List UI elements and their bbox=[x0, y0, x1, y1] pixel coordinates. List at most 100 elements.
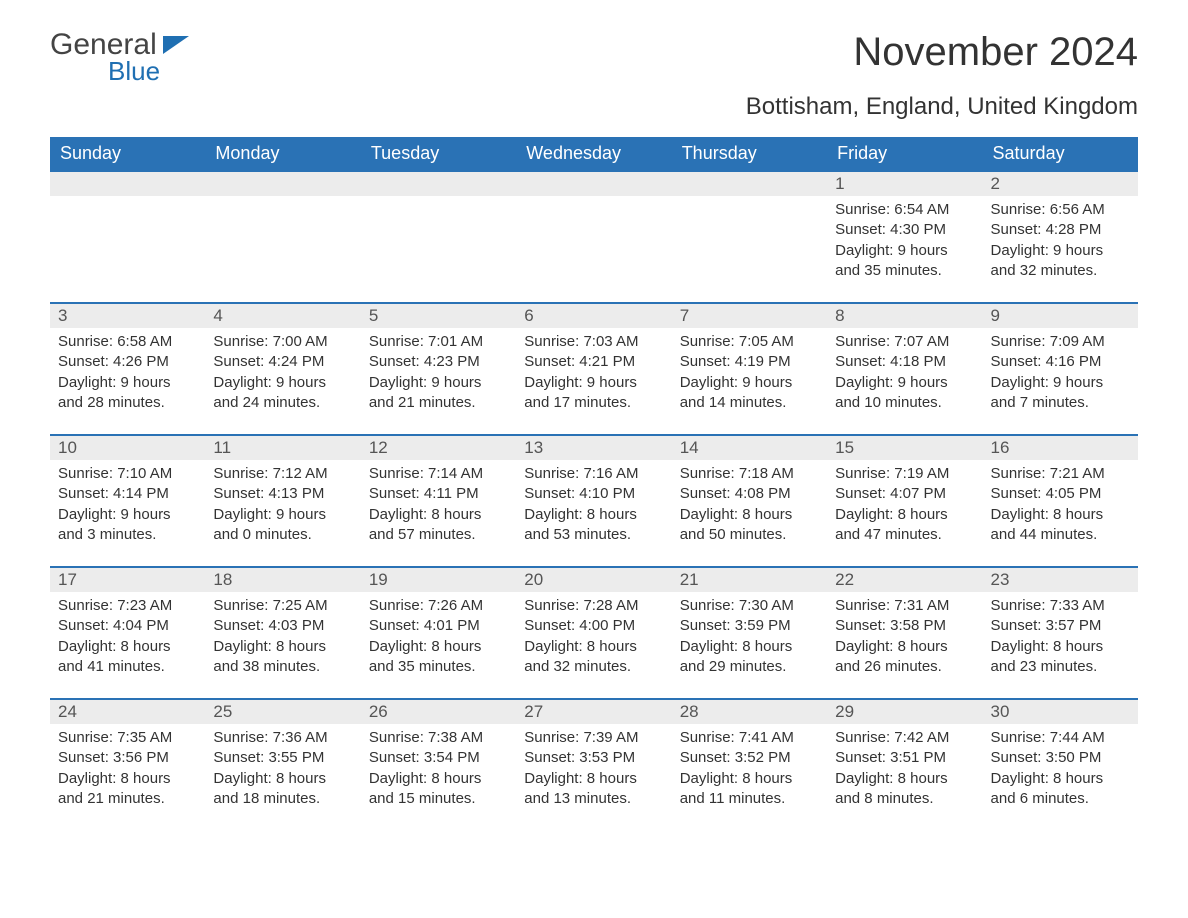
daylight-text: Daylight: 9 hours and 3 minutes. bbox=[58, 505, 197, 546]
daylight-text: Daylight: 8 hours and 38 minutes. bbox=[213, 637, 352, 678]
day-body: Sunrise: 6:58 AMSunset: 4:26 PMDaylight:… bbox=[50, 328, 205, 421]
daylight-text: Daylight: 8 hours and 6 minutes. bbox=[991, 769, 1130, 810]
day-cell: 7Sunrise: 7:05 AMSunset: 4:19 PMDaylight… bbox=[672, 304, 827, 434]
day-body: Sunrise: 7:18 AMSunset: 4:08 PMDaylight:… bbox=[672, 460, 827, 553]
weeks-container: 1Sunrise: 6:54 AMSunset: 4:30 PMDaylight… bbox=[50, 170, 1138, 830]
day-cell bbox=[50, 172, 205, 302]
daylight-text: Daylight: 8 hours and 53 minutes. bbox=[524, 505, 663, 546]
day-body: Sunrise: 7:14 AMSunset: 4:11 PMDaylight:… bbox=[361, 460, 516, 553]
sunrise-text: Sunrise: 7:23 AM bbox=[58, 596, 197, 616]
day-cell: 23Sunrise: 7:33 AMSunset: 3:57 PMDayligh… bbox=[983, 568, 1138, 698]
day-number: 22 bbox=[827, 568, 982, 592]
daylight-text: Daylight: 9 hours and 17 minutes. bbox=[524, 373, 663, 414]
daylight-text: Daylight: 8 hours and 18 minutes. bbox=[213, 769, 352, 810]
day-number: 25 bbox=[205, 700, 360, 724]
daylight-text: Daylight: 9 hours and 32 minutes. bbox=[991, 241, 1130, 282]
sunrise-text: Sunrise: 7:03 AM bbox=[524, 332, 663, 352]
day-body bbox=[516, 196, 671, 208]
daylight-text: Daylight: 8 hours and 21 minutes. bbox=[58, 769, 197, 810]
dow-header-row: Sunday Monday Tuesday Wednesday Thursday… bbox=[50, 137, 1138, 170]
day-number: 17 bbox=[50, 568, 205, 592]
sunrise-text: Sunrise: 7:38 AM bbox=[369, 728, 508, 748]
daylight-text: Daylight: 8 hours and 57 minutes. bbox=[369, 505, 508, 546]
day-number bbox=[672, 172, 827, 196]
day-cell: 6Sunrise: 7:03 AMSunset: 4:21 PMDaylight… bbox=[516, 304, 671, 434]
header: General Blue November 2024 Bottisham, En… bbox=[50, 30, 1138, 131]
day-cell bbox=[205, 172, 360, 302]
day-cell: 11Sunrise: 7:12 AMSunset: 4:13 PMDayligh… bbox=[205, 436, 360, 566]
day-cell: 17Sunrise: 7:23 AMSunset: 4:04 PMDayligh… bbox=[50, 568, 205, 698]
sunrise-text: Sunrise: 7:21 AM bbox=[991, 464, 1130, 484]
sunset-text: Sunset: 3:55 PM bbox=[213, 748, 352, 768]
sunrise-text: Sunrise: 7:35 AM bbox=[58, 728, 197, 748]
day-cell: 2Sunrise: 6:56 AMSunset: 4:28 PMDaylight… bbox=[983, 172, 1138, 302]
daylight-text: Daylight: 8 hours and 35 minutes. bbox=[369, 637, 508, 678]
day-body: Sunrise: 7:42 AMSunset: 3:51 PMDaylight:… bbox=[827, 724, 982, 817]
day-number: 3 bbox=[50, 304, 205, 328]
day-cell: 5Sunrise: 7:01 AMSunset: 4:23 PMDaylight… bbox=[361, 304, 516, 434]
day-body bbox=[361, 196, 516, 208]
day-body: Sunrise: 7:25 AMSunset: 4:03 PMDaylight:… bbox=[205, 592, 360, 685]
day-cell: 15Sunrise: 7:19 AMSunset: 4:07 PMDayligh… bbox=[827, 436, 982, 566]
sunset-text: Sunset: 4:30 PM bbox=[835, 220, 974, 240]
title-block: November 2024 Bottisham, England, United… bbox=[746, 30, 1138, 131]
day-body: Sunrise: 7:01 AMSunset: 4:23 PMDaylight:… bbox=[361, 328, 516, 421]
dow-monday: Monday bbox=[205, 137, 360, 170]
daylight-text: Daylight: 8 hours and 50 minutes. bbox=[680, 505, 819, 546]
day-cell: 3Sunrise: 6:58 AMSunset: 4:26 PMDaylight… bbox=[50, 304, 205, 434]
sunrise-text: Sunrise: 7:25 AM bbox=[213, 596, 352, 616]
daylight-text: Daylight: 9 hours and 7 minutes. bbox=[991, 373, 1130, 414]
daylight-text: Daylight: 8 hours and 32 minutes. bbox=[524, 637, 663, 678]
daylight-text: Daylight: 8 hours and 13 minutes. bbox=[524, 769, 663, 810]
sunrise-text: Sunrise: 7:14 AM bbox=[369, 464, 508, 484]
day-body: Sunrise: 7:21 AMSunset: 4:05 PMDaylight:… bbox=[983, 460, 1138, 553]
sunset-text: Sunset: 4:13 PM bbox=[213, 484, 352, 504]
day-number: 5 bbox=[361, 304, 516, 328]
day-body: Sunrise: 7:36 AMSunset: 3:55 PMDaylight:… bbox=[205, 724, 360, 817]
day-body: Sunrise: 7:19 AMSunset: 4:07 PMDaylight:… bbox=[827, 460, 982, 553]
day-cell: 18Sunrise: 7:25 AMSunset: 4:03 PMDayligh… bbox=[205, 568, 360, 698]
sunrise-text: Sunrise: 7:12 AM bbox=[213, 464, 352, 484]
day-cell: 10Sunrise: 7:10 AMSunset: 4:14 PMDayligh… bbox=[50, 436, 205, 566]
sunset-text: Sunset: 4:05 PM bbox=[991, 484, 1130, 504]
day-cell: 8Sunrise: 7:07 AMSunset: 4:18 PMDaylight… bbox=[827, 304, 982, 434]
sunset-text: Sunset: 4:23 PM bbox=[369, 352, 508, 372]
day-number bbox=[50, 172, 205, 196]
day-body: Sunrise: 7:03 AMSunset: 4:21 PMDaylight:… bbox=[516, 328, 671, 421]
sunset-text: Sunset: 3:53 PM bbox=[524, 748, 663, 768]
day-number: 26 bbox=[361, 700, 516, 724]
day-cell: 27Sunrise: 7:39 AMSunset: 3:53 PMDayligh… bbox=[516, 700, 671, 830]
day-number: 4 bbox=[205, 304, 360, 328]
sunrise-text: Sunrise: 7:00 AM bbox=[213, 332, 352, 352]
day-number: 15 bbox=[827, 436, 982, 460]
day-cell bbox=[672, 172, 827, 302]
daylight-text: Daylight: 8 hours and 8 minutes. bbox=[835, 769, 974, 810]
sunset-text: Sunset: 3:56 PM bbox=[58, 748, 197, 768]
sunset-text: Sunset: 4:21 PM bbox=[524, 352, 663, 372]
sunset-text: Sunset: 4:11 PM bbox=[369, 484, 508, 504]
month-title: November 2024 bbox=[746, 30, 1138, 75]
daylight-text: Daylight: 8 hours and 41 minutes. bbox=[58, 637, 197, 678]
week-row: 24Sunrise: 7:35 AMSunset: 3:56 PMDayligh… bbox=[50, 698, 1138, 830]
day-body: Sunrise: 7:30 AMSunset: 3:59 PMDaylight:… bbox=[672, 592, 827, 685]
day-body: Sunrise: 7:33 AMSunset: 3:57 PMDaylight:… bbox=[983, 592, 1138, 685]
day-body: Sunrise: 7:10 AMSunset: 4:14 PMDaylight:… bbox=[50, 460, 205, 553]
day-body: Sunrise: 7:23 AMSunset: 4:04 PMDaylight:… bbox=[50, 592, 205, 685]
day-number: 9 bbox=[983, 304, 1138, 328]
day-cell: 22Sunrise: 7:31 AMSunset: 3:58 PMDayligh… bbox=[827, 568, 982, 698]
sunrise-text: Sunrise: 6:58 AM bbox=[58, 332, 197, 352]
daylight-text: Daylight: 8 hours and 44 minutes. bbox=[991, 505, 1130, 546]
day-body: Sunrise: 7:16 AMSunset: 4:10 PMDaylight:… bbox=[516, 460, 671, 553]
day-cell: 26Sunrise: 7:38 AMSunset: 3:54 PMDayligh… bbox=[361, 700, 516, 830]
day-cell: 1Sunrise: 6:54 AMSunset: 4:30 PMDaylight… bbox=[827, 172, 982, 302]
week-row: 17Sunrise: 7:23 AMSunset: 4:04 PMDayligh… bbox=[50, 566, 1138, 698]
dow-sunday: Sunday bbox=[50, 137, 205, 170]
day-body: Sunrise: 7:41 AMSunset: 3:52 PMDaylight:… bbox=[672, 724, 827, 817]
day-number: 12 bbox=[361, 436, 516, 460]
day-number: 13 bbox=[516, 436, 671, 460]
sunset-text: Sunset: 4:18 PM bbox=[835, 352, 974, 372]
day-number: 18 bbox=[205, 568, 360, 592]
sunset-text: Sunset: 4:07 PM bbox=[835, 484, 974, 504]
sunrise-text: Sunrise: 7:05 AM bbox=[680, 332, 819, 352]
daylight-text: Daylight: 8 hours and 11 minutes. bbox=[680, 769, 819, 810]
